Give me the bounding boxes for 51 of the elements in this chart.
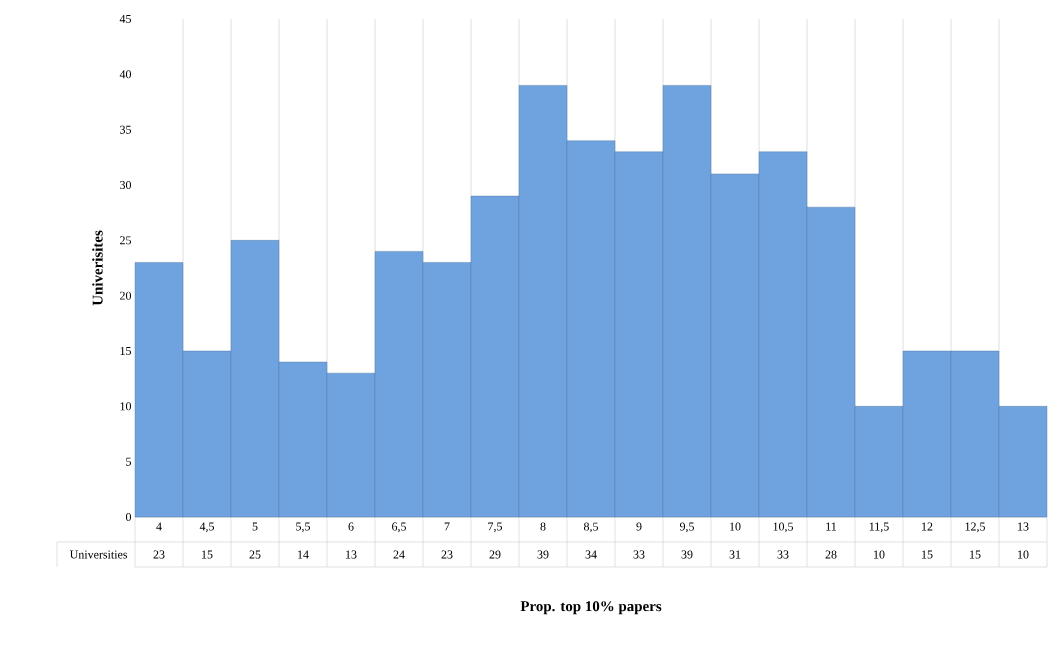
y-tick-label: 45 bbox=[119, 15, 132, 23]
x-tick-label: 5 bbox=[252, 522, 258, 531]
data-label: 39 bbox=[681, 550, 693, 559]
data-label: 15 bbox=[970, 550, 981, 559]
y-axis-title: Univerisites bbox=[92, 230, 103, 306]
x-tick-label: 9 bbox=[636, 522, 642, 531]
y-tick-label: 35 bbox=[120, 125, 132, 134]
y-tick-label: 40 bbox=[119, 70, 132, 79]
data-label: 10 bbox=[1018, 550, 1029, 559]
data-label: 29 bbox=[489, 550, 501, 559]
x-tick-label: 8 bbox=[540, 522, 546, 531]
x-tick-label: 13 bbox=[1018, 522, 1029, 531]
y-tick-label: 10 bbox=[120, 402, 132, 411]
x-tick-label: 8,5 bbox=[583, 522, 599, 533]
x-tick-label: 9,5 bbox=[679, 522, 695, 533]
x-tick-label: 7 bbox=[444, 522, 450, 531]
data-label: 28 bbox=[825, 550, 837, 559]
y-tick-label: 0 bbox=[125, 512, 132, 522]
x-axis-title: Prop. top 10% papers bbox=[520, 601, 662, 615]
x-tick-label: 11 bbox=[826, 522, 837, 531]
x-tick-label: 12 bbox=[922, 522, 933, 531]
data-label: 15 bbox=[922, 550, 933, 559]
x-tick-label: 5,5 bbox=[296, 522, 311, 533]
y-tick-label: 30 bbox=[120, 180, 132, 190]
data-label: 10 bbox=[874, 550, 885, 559]
x-tick-label: 11,5 bbox=[869, 522, 889, 533]
y-tick-label: 20 bbox=[120, 291, 132, 300]
text: Universities bbox=[69, 550, 128, 559]
data-label: 25 bbox=[249, 550, 261, 559]
data-label: 33 bbox=[777, 550, 789, 559]
data-label: 23 bbox=[441, 550, 453, 559]
x-tick-label: 4 bbox=[156, 522, 162, 531]
x-tick-label: 6 bbox=[348, 522, 354, 531]
data-label: 23 bbox=[153, 550, 165, 559]
y-tick-label: 15 bbox=[120, 347, 132, 355]
data-label: 15 bbox=[202, 550, 213, 559]
x-tick-label: 6,5 bbox=[392, 522, 407, 533]
x-tick-label: 10 bbox=[730, 522, 741, 531]
data-label: 13 bbox=[346, 550, 357, 559]
x-tick-label: 12,5 bbox=[965, 522, 986, 533]
data-label: 31 bbox=[729, 550, 741, 559]
x-tick-label: 10,5 bbox=[773, 522, 794, 533]
x-tick-label: 4,5 bbox=[199, 522, 215, 533]
data-label: 24 bbox=[393, 550, 405, 559]
data-label: 34 bbox=[585, 550, 597, 559]
data-label: 39 bbox=[537, 550, 549, 559]
data-label: 33 bbox=[633, 550, 645, 559]
x-tick-label: 7,5 bbox=[488, 522, 503, 533]
data-label: 14 bbox=[298, 550, 309, 559]
y-tick-label: 25 bbox=[120, 236, 132, 245]
y-tick-label: 5 bbox=[126, 457, 132, 466]
